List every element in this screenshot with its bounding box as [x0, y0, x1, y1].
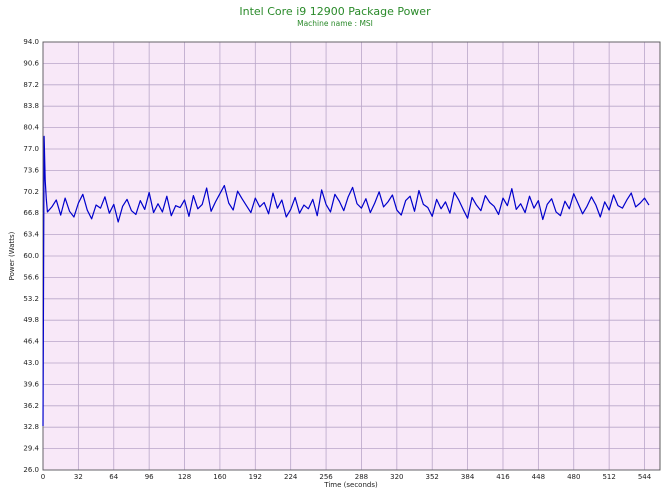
x-tick-label: 0	[41, 473, 45, 481]
x-tick-label: 64	[109, 473, 118, 481]
y-tick-label: 49.8	[23, 316, 39, 324]
y-tick-label: 32.8	[23, 423, 39, 431]
plot-border	[42, 41, 661, 471]
y-tick-label: 43.0	[23, 359, 39, 367]
chart-subtitle: Machine name : MSI	[297, 19, 373, 28]
y-tick-label: 26.0	[23, 466, 39, 474]
y-tick-label: 73.6	[23, 166, 39, 174]
y-tick-label: 56.6	[23, 273, 39, 281]
x-tick-label: 32	[74, 473, 83, 481]
y-tick-label: 36.2	[23, 402, 39, 410]
x-tick-label: 320	[390, 473, 403, 481]
y-tick-label: 63.4	[23, 231, 39, 239]
y-tick-label: 80.4	[23, 124, 39, 132]
y-tick-label: 87.2	[23, 81, 39, 89]
x-tick-label: 256	[319, 473, 333, 481]
x-tick-label: 544	[638, 473, 652, 481]
y-tick-label: 53.2	[23, 295, 39, 303]
x-tick-label: 224	[284, 473, 298, 481]
x-tick-label: 352	[426, 473, 439, 481]
y-tick-label: 39.6	[23, 380, 39, 388]
x-tick-label: 512	[602, 473, 615, 481]
x-tick-label: 384	[461, 473, 475, 481]
y-tick-label: 29.4	[23, 445, 39, 453]
x-tick-label: 96	[145, 473, 154, 481]
x-tick-label: 128	[178, 473, 191, 481]
x-axis-label: Time (seconds)	[323, 481, 378, 489]
x-tick-label: 480	[567, 473, 580, 481]
y-tick-label: 77.0	[23, 145, 39, 153]
x-tick-label: 192	[249, 473, 262, 481]
x-tick-label: 448	[532, 473, 545, 481]
y-tick-label: 60.0	[23, 252, 39, 260]
x-tick-label: 160	[213, 473, 226, 481]
y-tick-label: 66.8	[23, 209, 39, 217]
y-tick-label: 94.0	[23, 38, 39, 46]
chart-title: Intel Core i9 12900 Package Power	[239, 5, 431, 18]
y-axis-label: Power (Watts)	[8, 231, 16, 280]
x-tick-label: 288	[355, 473, 368, 481]
y-tick-label: 90.6	[23, 59, 39, 67]
y-tick-label: 83.8	[23, 102, 39, 110]
y-tick-label: 70.2	[23, 188, 39, 196]
y-tick-label: 46.4	[23, 338, 39, 346]
data-line	[42, 135, 650, 426]
x-tick-label: 416	[496, 473, 510, 481]
